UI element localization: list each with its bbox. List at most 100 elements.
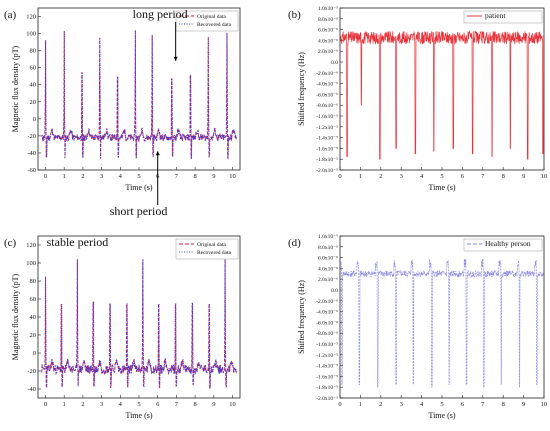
x-tick-label: 8	[193, 401, 196, 408]
x-tick-label: 4	[420, 401, 424, 408]
y-axis-title: Shifted frequency (Hz)	[297, 52, 306, 126]
x-tick-label: 3	[100, 401, 103, 408]
x-tick-label: 2	[81, 401, 84, 408]
x-tick-label: 3	[400, 401, 403, 408]
x-tick-label: 1	[63, 401, 66, 408]
y-tick-label: 80	[30, 48, 37, 55]
y-tick-label: 2.0x10⁻⁶	[318, 277, 338, 283]
y-tick-label: 6.0x10⁻⁶	[318, 256, 338, 262]
panel-d: (d) 0 1 2 3 4 5 6 7 8 9 10 -2.0x10⁻⁵ -1.8x10⁻⁵ -1.6x10…	[288, 234, 547, 420]
x-axis-title: Time (s)	[428, 183, 455, 192]
y-axis-title: Magnetic flux density (pT)	[11, 45, 20, 132]
x-tick-label: 4	[119, 401, 123, 408]
y-tick-label: -8.0x10⁻⁶	[316, 103, 338, 109]
panel-a: (a)012345678910-60-40-20020406080100120T…	[4, 7, 241, 218]
y-tick-label: 4.0x10⁻⁶	[318, 266, 338, 272]
x-tick-label: 4	[420, 173, 424, 180]
y-tick-label: -1.6x10⁻⁵	[316, 374, 338, 380]
y-tick-label: 100	[26, 31, 36, 38]
x-tick-label: 7	[175, 401, 179, 408]
series-recovered-line	[41, 259, 237, 389]
y-tick-label: 4.0x10⁻⁶	[318, 38, 338, 44]
y-tick-label: -20	[27, 368, 36, 375]
y-tick-label: 120	[26, 242, 36, 249]
y-tick-label: 6.0x10⁻⁶	[318, 28, 338, 34]
y-tick-label: -40	[27, 386, 36, 393]
x-tick-label: 6	[156, 401, 160, 408]
legend-entry: Healthy person	[485, 239, 531, 248]
x-tick-label: 8	[502, 173, 505, 180]
y-tick-label: 1.0x10⁻⁵	[318, 234, 338, 240]
x-tick-label: 2	[81, 173, 84, 180]
x-tick-label: 6	[461, 173, 465, 180]
panel-label: (a)	[4, 9, 17, 21]
y-tick-label: 0.0	[331, 60, 338, 66]
x-tick-label: 5	[440, 173, 443, 180]
x-axis-title: Time (s)	[428, 411, 455, 420]
x-tick-label: 9	[212, 173, 215, 180]
series-original-line	[41, 30, 237, 159]
x-tick-label: 0	[44, 401, 47, 408]
y-tick-label: 20	[30, 99, 37, 106]
y-tick-label: -1.6x10⁻⁵	[316, 146, 338, 152]
y-tick-label: -2.0x10⁻⁶	[316, 299, 338, 305]
legend-box	[463, 238, 543, 252]
x-tick-label: 9	[212, 401, 215, 408]
panel-label: (c)	[4, 237, 17, 249]
x-tick-label: 5	[440, 401, 443, 408]
legend-entry: Recovered data	[197, 250, 232, 256]
y-tick-label: -20	[27, 133, 36, 140]
annotation-label: stable period	[47, 235, 109, 249]
y-tick-label: 40	[30, 314, 37, 321]
panel-label: (b)	[288, 9, 301, 21]
series-d-line	[340, 258, 544, 388]
y-tick-label: -1.0x10⁻⁵	[316, 114, 338, 120]
x-tick-label: 10	[229, 401, 236, 408]
y-tick-label: 0.0	[331, 288, 338, 294]
y-tick-label: -1.0x10⁻⁵	[316, 342, 338, 348]
x-tick-label: 2	[379, 173, 382, 180]
x-tick-label: 3	[400, 173, 403, 180]
y-tick-label: -40	[27, 150, 36, 157]
y-tick-label: 2.0x10⁻⁶	[318, 49, 338, 55]
x-tick-label: 1	[359, 401, 362, 408]
y-tick-label: -2.0x10⁻⁵	[316, 168, 338, 174]
x-tick-label: 9	[522, 173, 525, 180]
y-tick-label: 20	[30, 332, 37, 339]
annotation-label: long period	[133, 7, 188, 21]
y-tick-label: -2.0x10⁻⁶	[316, 71, 338, 77]
y-tick-label: 8.0x10⁻⁶	[318, 245, 338, 251]
y-tick-label: -1.8x10⁻⁵	[316, 157, 338, 163]
legend-entry: Original data	[197, 242, 226, 248]
x-tick-label: 0	[338, 173, 341, 180]
y-tick-label: 120	[26, 14, 36, 21]
x-tick-label: 5	[137, 401, 140, 408]
x-tick-label: 7	[175, 173, 179, 180]
x-tick-label: 10	[541, 173, 548, 180]
y-tick-label: 100	[26, 260, 36, 267]
y-tick-label: 0	[33, 116, 36, 123]
x-tick-label: 1	[359, 173, 362, 180]
y-tick-label: 80	[30, 278, 37, 285]
y-tick-label: 0	[33, 350, 36, 357]
y-tick-label: -4.0x10⁻⁶	[316, 310, 338, 316]
legend-box	[463, 10, 543, 24]
x-tick-label: 0	[338, 401, 341, 408]
x-tick-label: 2	[379, 401, 382, 408]
y-tick-label: 60	[30, 296, 37, 303]
x-tick-label: 7	[481, 401, 485, 408]
x-tick-label: 6	[461, 401, 465, 408]
y-tick-label: 1.0x10⁻⁵	[318, 6, 338, 12]
x-tick-label: 9	[522, 401, 525, 408]
y-tick-label: -1.8x10⁻⁵	[316, 385, 338, 391]
legend-entry: Recovered data	[197, 22, 232, 28]
legend-entry: patient	[485, 11, 506, 20]
x-tick-label: 10	[541, 401, 548, 408]
x-tick-label: 7	[481, 173, 485, 180]
series-recovered-line	[41, 30, 237, 159]
y-tick-label: 60	[30, 65, 37, 72]
annotation-arrowhead	[173, 56, 178, 61]
y-axis-title: Magnetic flux density (pT)	[11, 273, 20, 360]
y-tick-label: -1.4x10⁻⁵	[316, 136, 338, 142]
